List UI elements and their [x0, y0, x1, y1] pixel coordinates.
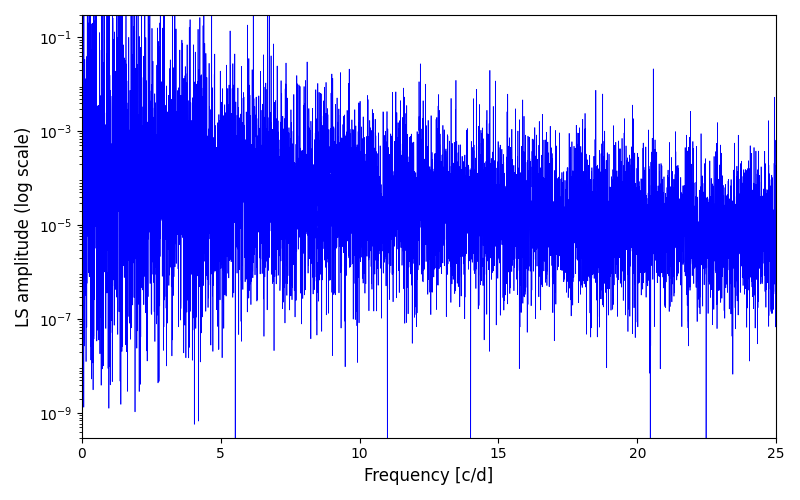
Y-axis label: LS amplitude (log scale): LS amplitude (log scale) [15, 126, 33, 326]
X-axis label: Frequency [c/d]: Frequency [c/d] [364, 467, 494, 485]
